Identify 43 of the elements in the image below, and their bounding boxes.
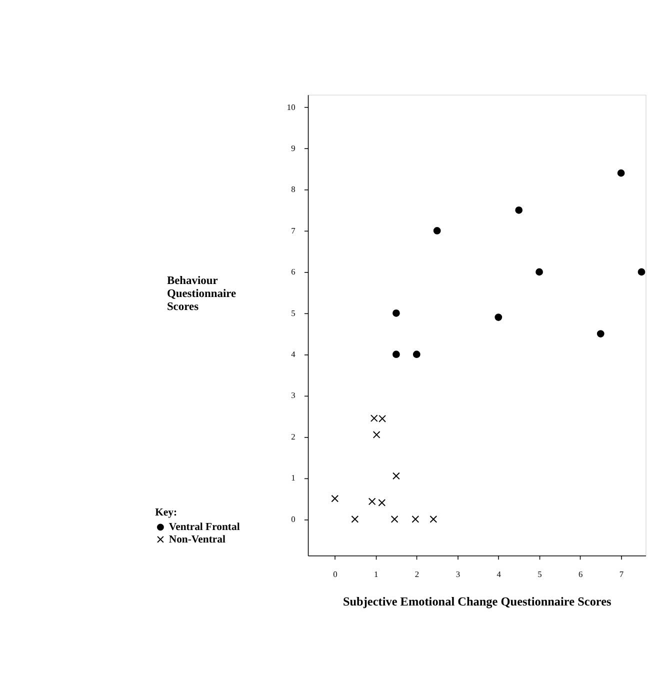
y-tick-label: 0	[291, 514, 296, 524]
point	[638, 268, 646, 276]
y-tick-label: 1	[291, 474, 296, 483]
x-tick-label: 3	[456, 570, 460, 580]
y-tick-label: 9	[291, 144, 296, 153]
y-tick-label: 8	[291, 185, 296, 194]
y-tick-label: 3	[291, 391, 296, 400]
x-tick-label: 5	[538, 570, 542, 580]
point	[392, 472, 400, 480]
point	[515, 206, 523, 214]
point	[372, 431, 380, 438]
point	[433, 227, 441, 234]
point	[351, 516, 359, 523]
x-tick-label: 0	[333, 570, 338, 580]
point	[412, 516, 420, 523]
point	[494, 314, 502, 321]
point	[392, 350, 400, 358]
legend-label: Non-Ventral	[168, 533, 226, 546]
y-tick-label: 7	[291, 226, 296, 236]
point	[617, 169, 625, 177]
y-tick-label: 10	[286, 102, 296, 112]
y-tick-label: 4	[291, 350, 296, 360]
point	[596, 330, 604, 338]
point	[368, 498, 376, 506]
point	[430, 516, 438, 523]
y-axis-title: Behaviour Questionnaire Scores	[166, 274, 236, 313]
y-tick-label: 2	[291, 432, 296, 442]
x-tick-label: 1	[374, 570, 378, 580]
point	[378, 499, 386, 506]
x-tick-label: 2	[414, 570, 420, 580]
legend-label: Ventral Frontal	[168, 521, 240, 534]
point	[331, 494, 339, 502]
x-tick-label: 6	[578, 570, 583, 580]
point	[412, 350, 420, 358]
point	[536, 268, 543, 276]
point	[392, 309, 400, 317]
point	[390, 516, 398, 523]
legend-title: Key:	[155, 506, 178, 519]
y-tick-label: 6	[291, 268, 296, 277]
x-axis-title: Subjective Emotional Change Questionnaire Scores	[342, 594, 612, 608]
x-tick-label: 7	[619, 570, 624, 580]
y-tick-label: 5	[291, 308, 296, 318]
x-tick-label: 4	[496, 570, 502, 580]
